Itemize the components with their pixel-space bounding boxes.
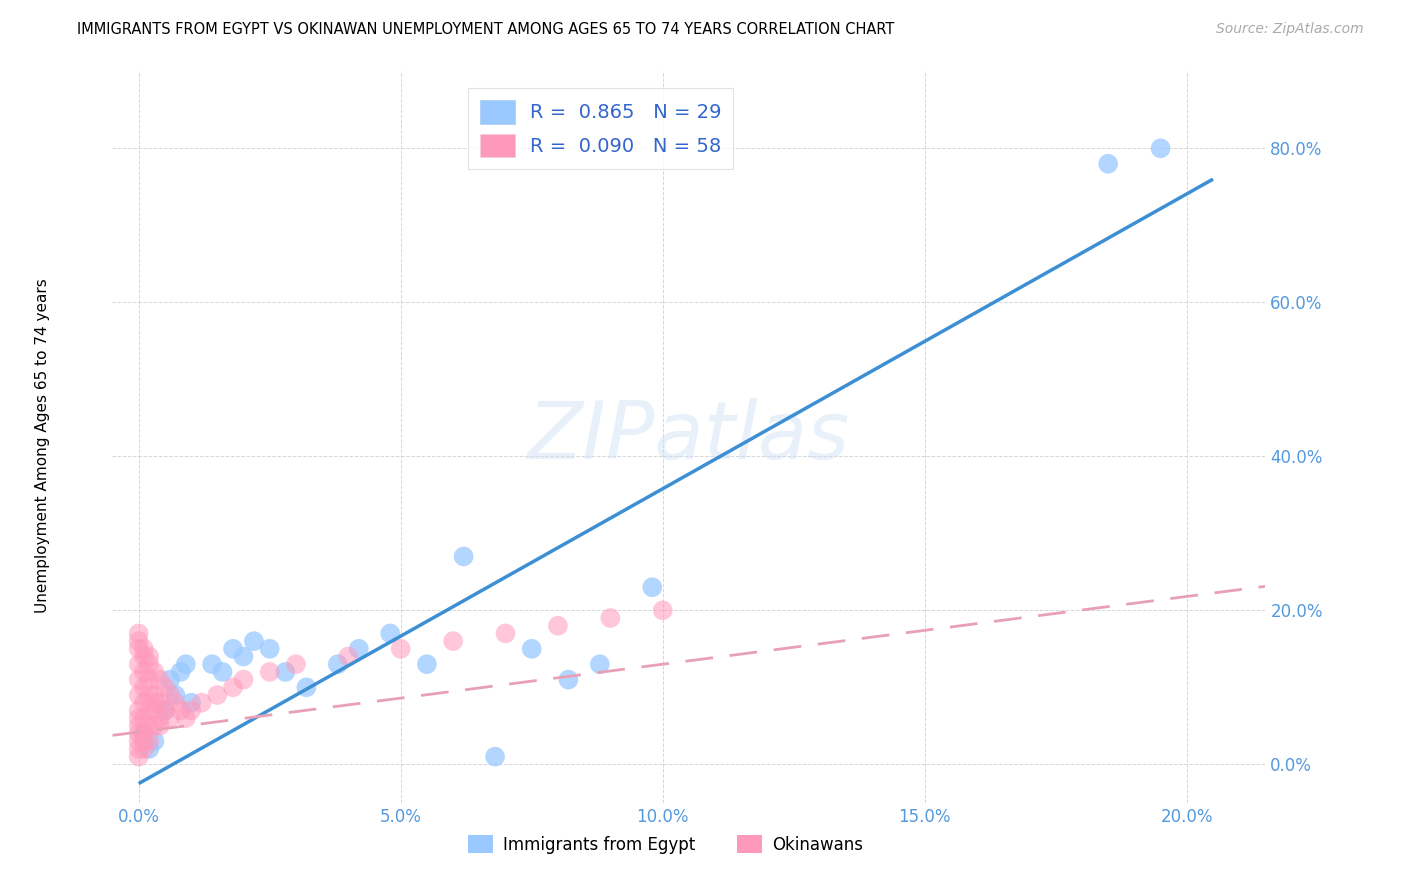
Text: Unemployment Among Ages 65 to 74 years: Unemployment Among Ages 65 to 74 years xyxy=(35,278,49,614)
Point xyxy=(138,673,160,687)
Point xyxy=(128,719,150,733)
Point xyxy=(547,618,569,632)
Point xyxy=(143,696,166,710)
Point xyxy=(128,726,150,740)
Point xyxy=(132,711,155,725)
Point xyxy=(143,688,166,702)
Point xyxy=(347,641,370,656)
Point xyxy=(495,626,517,640)
Point xyxy=(211,665,233,679)
Point xyxy=(484,749,506,764)
Point xyxy=(169,703,191,717)
Point xyxy=(557,673,579,687)
Point xyxy=(589,657,612,672)
Point xyxy=(165,696,187,710)
Point xyxy=(128,626,150,640)
Point xyxy=(149,711,172,725)
Point xyxy=(132,649,155,664)
Point xyxy=(159,688,181,702)
Point xyxy=(128,673,150,687)
Point xyxy=(159,673,181,687)
Point xyxy=(128,641,150,656)
Point xyxy=(149,719,172,733)
Point xyxy=(1149,141,1171,155)
Point xyxy=(132,641,155,656)
Point xyxy=(138,734,160,748)
Point xyxy=(380,626,402,640)
Point xyxy=(132,726,155,740)
Legend: Immigrants from Egypt, Okinawans: Immigrants from Egypt, Okinawans xyxy=(461,829,870,860)
Point xyxy=(143,665,166,679)
Point xyxy=(138,703,160,717)
Point xyxy=(222,681,245,695)
Point xyxy=(138,649,160,664)
Point xyxy=(138,742,160,756)
Point xyxy=(337,649,360,664)
Text: ZIPatlas: ZIPatlas xyxy=(527,398,851,476)
Point xyxy=(153,703,176,717)
Point xyxy=(128,734,150,748)
Point xyxy=(416,657,439,672)
Point xyxy=(149,696,172,710)
Point xyxy=(159,711,181,725)
Point xyxy=(180,696,202,710)
Point xyxy=(128,634,150,648)
Point xyxy=(132,742,155,756)
Text: Source: ZipAtlas.com: Source: ZipAtlas.com xyxy=(1216,22,1364,37)
Point xyxy=(174,711,197,725)
Point xyxy=(259,665,281,679)
Point xyxy=(128,749,150,764)
Point xyxy=(520,641,543,656)
Point xyxy=(128,657,150,672)
Point xyxy=(599,611,621,625)
Point xyxy=(274,665,297,679)
Point xyxy=(169,665,191,679)
Point xyxy=(259,641,281,656)
Point xyxy=(326,657,349,672)
Point xyxy=(651,603,673,617)
Point xyxy=(232,649,254,664)
Text: IMMIGRANTS FROM EGYPT VS OKINAWAN UNEMPLOYMENT AMONG AGES 65 TO 74 YEARS CORRELA: IMMIGRANTS FROM EGYPT VS OKINAWAN UNEMPL… xyxy=(77,22,894,37)
Point xyxy=(295,681,318,695)
Point xyxy=(128,703,150,717)
Point xyxy=(132,726,155,740)
Point xyxy=(641,580,664,594)
Point xyxy=(132,681,155,695)
Point xyxy=(128,742,150,756)
Point xyxy=(128,688,150,702)
Point xyxy=(132,696,155,710)
Point xyxy=(138,688,160,702)
Point xyxy=(1097,157,1119,171)
Point xyxy=(143,719,166,733)
Point xyxy=(153,681,176,695)
Point xyxy=(180,703,202,717)
Point xyxy=(441,634,464,648)
Point xyxy=(190,696,212,710)
Point xyxy=(243,634,266,648)
Point xyxy=(165,688,187,702)
Point xyxy=(222,641,245,656)
Point xyxy=(201,657,224,672)
Point xyxy=(149,673,172,687)
Point xyxy=(284,657,307,672)
Point xyxy=(128,711,150,725)
Point xyxy=(138,657,160,672)
Point xyxy=(174,657,197,672)
Point xyxy=(132,734,155,748)
Point xyxy=(207,688,229,702)
Point xyxy=(143,734,166,748)
Point xyxy=(143,703,166,717)
Point xyxy=(153,703,176,717)
Point xyxy=(453,549,475,564)
Point xyxy=(138,719,160,733)
Point xyxy=(132,665,155,679)
Point xyxy=(232,673,254,687)
Point xyxy=(389,641,412,656)
